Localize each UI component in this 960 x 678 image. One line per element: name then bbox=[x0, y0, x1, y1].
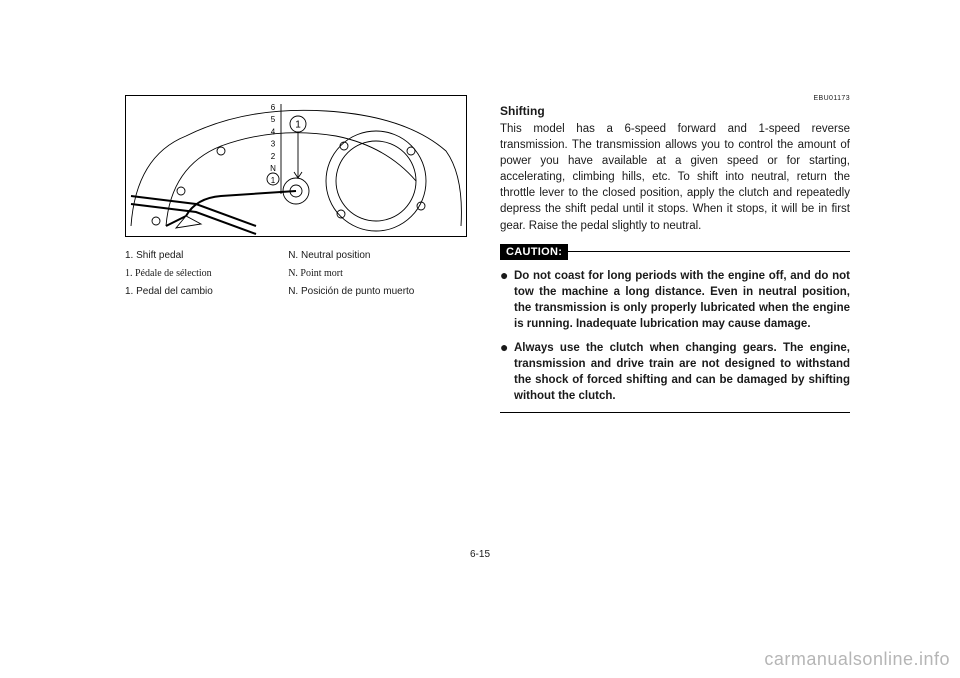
watermark: carmanualsonline.info bbox=[764, 649, 950, 670]
caution-list: ●Do not coast for long periods with the … bbox=[500, 268, 850, 405]
callout-number: 1 bbox=[295, 120, 301, 131]
caution-rule-top bbox=[568, 251, 850, 252]
caution-header: CAUTION: bbox=[500, 244, 850, 260]
figure-legend: 1. Shift pedalN. Neutral position1. Péda… bbox=[125, 247, 465, 301]
bullet-icon: ● bbox=[500, 268, 514, 332]
legend-left: 1. Pedal del cambio bbox=[125, 283, 288, 301]
legend-left: 1. Pédale de sélection bbox=[125, 265, 288, 283]
legend-right: N. Neutral position bbox=[288, 247, 465, 265]
gear-label: 3 bbox=[271, 140, 276, 149]
right-column: EBU01173 Shifting This model has a 6-spe… bbox=[500, 95, 850, 413]
gear-label: 6 bbox=[271, 103, 276, 112]
gear-label: 4 bbox=[271, 127, 276, 136]
caution-label: CAUTION: bbox=[500, 244, 568, 260]
caution-item: ●Always use the clutch when changing gea… bbox=[500, 340, 850, 404]
caution-item-text: Do not coast for long periods with the e… bbox=[514, 268, 850, 332]
manual-page: 65432N1 1 1. Shift pedalN. bbox=[0, 0, 960, 678]
caution-rule-bottom bbox=[500, 412, 850, 413]
page-number: 6-15 bbox=[470, 549, 490, 560]
body-paragraph: This model has a 6-speed forward and 1-s… bbox=[500, 121, 850, 234]
legend-row: 1. Pédale de sélectionN. Point mort bbox=[125, 265, 465, 283]
gear-label: 1 bbox=[271, 176, 276, 185]
caution-item: ●Do not coast for long periods with the … bbox=[500, 268, 850, 332]
gear-label: N bbox=[270, 164, 276, 173]
legend-right: N. Posición de punto muerto bbox=[288, 283, 465, 301]
gear-label: 5 bbox=[271, 115, 276, 124]
caution-item-text: Always use the clutch when changing gear… bbox=[514, 340, 850, 404]
reference-code: EBU01173 bbox=[500, 95, 850, 102]
legend-left: 1. Shift pedal bbox=[125, 247, 288, 265]
legend-right: N. Point mort bbox=[288, 265, 465, 283]
legend-row: 1. Pedal del cambioN. Posición de punto … bbox=[125, 283, 465, 301]
legend-row: 1. Shift pedalN. Neutral position bbox=[125, 247, 465, 265]
two-column-content: 65432N1 1 1. Shift pedalN. bbox=[125, 95, 850, 413]
left-column: 65432N1 1 1. Shift pedalN. bbox=[125, 95, 465, 413]
bullet-icon: ● bbox=[500, 340, 514, 404]
section-heading: Shifting bbox=[500, 104, 850, 118]
gear-label: 2 bbox=[271, 152, 276, 161]
shift-pedal-diagram: 6 5 4 3 2 N 1 1 bbox=[125, 95, 467, 237]
caution-block: CAUTION: ●Do not coast for long periods … bbox=[500, 244, 850, 414]
